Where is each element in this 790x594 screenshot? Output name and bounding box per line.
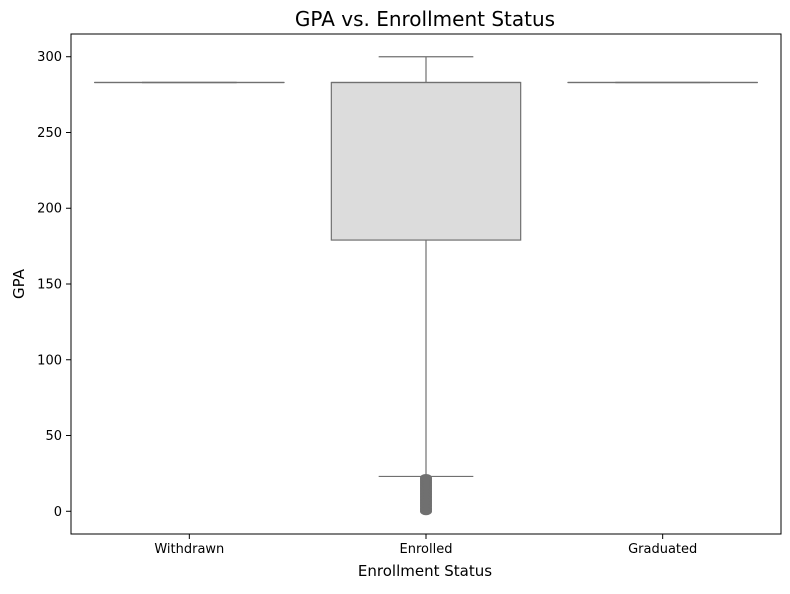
chart-title: GPA vs. Enrollment Status: [295, 7, 555, 31]
y-axis-label: GPA: [10, 268, 28, 299]
x-axis-label: Enrollment Status: [358, 562, 492, 580]
y-tick-label: 300: [37, 50, 62, 65]
plot-area: 0 50 100 150 200 250 300 Withdrawn Enrolled Gradu…: [37, 34, 781, 557]
box-enrolled: [331, 82, 520, 240]
y-tick-label: 250: [37, 126, 62, 141]
y-tick-label: 150: [37, 278, 62, 293]
y-tick-label: 0: [54, 505, 62, 520]
y-tick-label: 50: [45, 429, 62, 444]
y-tick-label: 200: [37, 202, 62, 217]
y-tick-label: 100: [37, 353, 62, 368]
x-tick-label: Withdrawn: [154, 542, 224, 557]
x-tick-label: Graduated: [628, 542, 697, 557]
x-tick-label: Enrolled: [400, 542, 453, 557]
outlier-point-enrolled: [421, 474, 432, 481]
